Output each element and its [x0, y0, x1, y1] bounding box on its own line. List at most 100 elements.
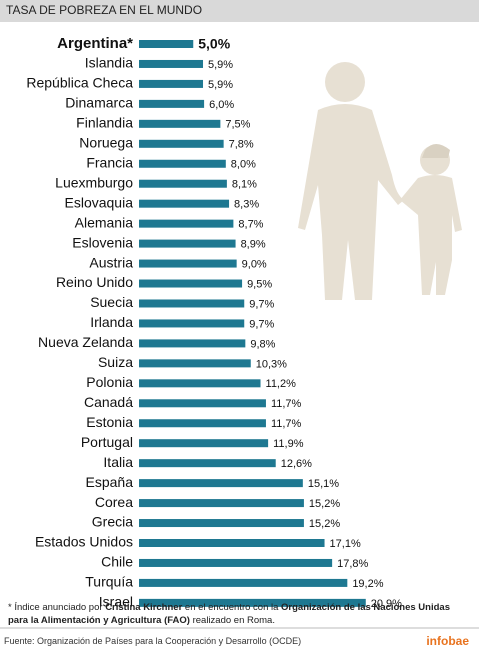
value-label: 17,8%: [337, 558, 368, 570]
bar: [139, 219, 234, 228]
value-label: 9,7%: [249, 298, 274, 310]
bar: [139, 319, 245, 328]
value-label: 8,1%: [232, 179, 257, 191]
value-label: 15,2%: [309, 498, 340, 510]
value-label: 11,2%: [266, 378, 297, 390]
value-label: 5,0%: [198, 36, 230, 52]
bar: [139, 399, 266, 408]
category-label: Corea: [95, 494, 133, 510]
bar: [139, 40, 194, 48]
category-label: Islandia: [85, 55, 133, 71]
category-label: Estonia: [86, 414, 133, 430]
footnote: * Índice anunciado por Cristina Kirchner…: [8, 601, 470, 627]
value-label: 19,2%: [352, 578, 383, 590]
bar: [139, 578, 348, 587]
category-label: Grecia: [92, 514, 133, 530]
footnote-part: realizado en Roma.: [189, 615, 275, 626]
value-label: 9,7%: [249, 318, 274, 330]
category-label: Luexmburgo: [55, 174, 133, 190]
value-label: 9,5%: [247, 278, 272, 290]
title-band: [0, 0, 479, 22]
value-label: 11,7%: [271, 398, 302, 410]
value-label: 8,3%: [234, 199, 259, 211]
bar: [139, 499, 304, 508]
bar: [139, 159, 226, 168]
bar: [139, 119, 221, 128]
category-label: Chile: [101, 554, 133, 570]
bar: [139, 558, 333, 567]
footnote-part: Organización de las Naciones Unidas para…: [8, 602, 450, 626]
category-label: Reino Unido: [56, 274, 133, 290]
chart-title: TASA DE POBREZA EN EL MUNDO: [6, 3, 202, 17]
category-label: Canadá: [84, 394, 133, 410]
bar: [139, 239, 236, 248]
category-label: Israel: [99, 594, 133, 610]
category-label: Italia: [103, 454, 133, 470]
value-label: 5,9%: [208, 59, 233, 71]
category-label: Noruega: [79, 135, 133, 151]
value-label: 20,9%: [371, 598, 402, 610]
bar: [139, 139, 224, 148]
value-label: 9,0%: [242, 258, 267, 270]
value-label: 7,8%: [229, 139, 254, 151]
value-label: 5,9%: [208, 79, 233, 91]
category-label: España: [86, 474, 134, 490]
source: Fuente: Organización de Países para la C…: [4, 636, 302, 646]
value-label: 11,9%: [273, 438, 304, 450]
bar: [139, 419, 266, 428]
category-label: Portugal: [81, 434, 133, 450]
bar: [139, 459, 276, 468]
category-label: Finlandia: [76, 115, 133, 131]
category-label: Estados Unidos: [35, 534, 133, 550]
value-label: 9,8%: [250, 338, 275, 350]
bar: [139, 59, 204, 68]
logo: infobae: [426, 634, 469, 648]
category-label: Suecia: [90, 294, 133, 310]
bar: [139, 339, 246, 348]
footnote-part: en el encuentro con la: [182, 602, 282, 613]
value-label: 12,6%: [281, 458, 312, 470]
footnote-part: * Índice anunciado por: [8, 602, 106, 613]
category-label: Nueva Zelanda: [38, 334, 133, 350]
bar: [139, 539, 325, 547]
value-label: 6,0%: [209, 99, 234, 111]
value-label: 7,5%: [225, 119, 250, 131]
category-label: Eslovenia: [72, 234, 133, 250]
bar: [139, 299, 245, 308]
silhouette: [298, 62, 462, 300]
category-label: Argentina*: [57, 35, 133, 52]
value-label: 11,7%: [271, 418, 302, 430]
bar: [139, 279, 243, 288]
bar: [139, 359, 251, 368]
bar: [139, 179, 227, 188]
value-label: 15,2%: [309, 518, 340, 530]
value-label: 17,1%: [330, 538, 361, 550]
value-label: 10,3%: [256, 358, 287, 370]
footnote-part: Cristina Kirchner: [105, 602, 183, 613]
value-label: 8,9%: [241, 239, 266, 251]
value-label: 8,0%: [231, 159, 256, 171]
value-label: 15,1%: [308, 478, 339, 490]
category-label: Francia: [86, 154, 133, 170]
bar: [139, 79, 204, 88]
category-label: Dinamarca: [65, 95, 133, 111]
category-label: Austria: [89, 254, 133, 270]
category-label: Alemania: [75, 214, 134, 230]
category-label: República Checa: [26, 75, 133, 91]
category-label: Suiza: [98, 354, 133, 370]
bar: [139, 439, 269, 448]
bar: [139, 598, 366, 607]
value-label: 8,7%: [238, 219, 263, 231]
bar: [139, 99, 205, 108]
category-label: Irlanda: [90, 314, 133, 330]
category-label: Turquía: [85, 574, 133, 590]
category-label: Polonia: [86, 374, 133, 390]
bar: [139, 379, 261, 388]
bar: [139, 259, 237, 268]
bar: [139, 519, 304, 528]
bar: [139, 199, 230, 208]
bar: [139, 479, 303, 488]
category-label: Eslovaquia: [65, 194, 134, 210]
